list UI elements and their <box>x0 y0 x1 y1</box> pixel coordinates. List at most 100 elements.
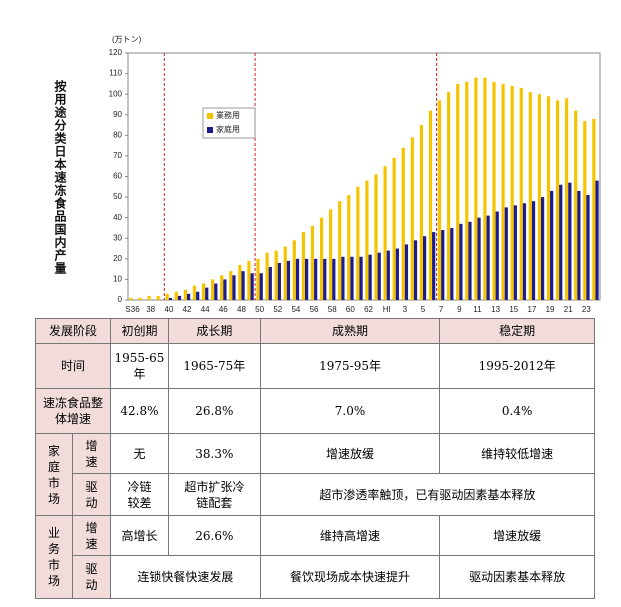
bar <box>305 258 309 300</box>
x-tick-label: 38 <box>146 305 155 314</box>
cell: 7.0% <box>259 388 441 434</box>
cell: 增速放缓 <box>439 515 595 556</box>
bar <box>323 258 327 300</box>
bar <box>404 244 409 300</box>
x-tick-label: 56 <box>310 305 319 314</box>
bar <box>274 250 278 300</box>
bar <box>386 250 390 300</box>
bar <box>250 273 254 300</box>
bar <box>447 92 451 300</box>
bar <box>383 166 387 300</box>
bar <box>265 252 269 300</box>
x-tick-label: 21 <box>564 305 573 314</box>
bar <box>546 96 551 300</box>
bar <box>156 295 160 300</box>
bar <box>474 77 478 300</box>
bar <box>332 258 336 300</box>
cell: 1995-2012年 <box>439 343 595 389</box>
cell: 无 <box>109 433 169 474</box>
bar <box>377 252 381 300</box>
cell: 维持高增速 <box>259 515 441 556</box>
bar <box>374 174 378 300</box>
cell: 冷链较差 <box>109 473 169 516</box>
bar <box>501 83 505 300</box>
bar <box>350 256 354 300</box>
bar <box>541 197 545 300</box>
header-cell: 成长期 <box>167 318 261 344</box>
x-tick-label: 17 <box>527 305 536 314</box>
bar <box>256 258 260 300</box>
bar <box>577 190 581 300</box>
bar <box>492 81 496 300</box>
bar <box>165 293 169 300</box>
bar <box>223 279 227 300</box>
bar <box>368 254 372 300</box>
cell: 1955-65年 <box>109 343 169 389</box>
bar <box>341 256 345 300</box>
y-tick-label: 50 <box>113 192 122 201</box>
x-tick-label: S36 <box>125 305 140 314</box>
header-cell: 发展阶段 <box>35 318 111 344</box>
cell: 高增长 <box>109 515 169 556</box>
y-tick-label: 70 <box>113 151 122 160</box>
x-tick-label: 11 <box>473 305 482 314</box>
bar <box>241 271 245 300</box>
y-tick-label: 10 <box>113 275 122 284</box>
bar <box>220 275 224 300</box>
bar <box>238 265 242 300</box>
bar <box>286 260 291 300</box>
bar <box>359 256 363 300</box>
bar <box>401 147 405 300</box>
x-tick-label: 7 <box>439 305 444 314</box>
row-label: 时间 <box>35 343 111 389</box>
header-cell: 成熟期 <box>259 318 441 344</box>
bar <box>419 125 423 301</box>
y-tick-label: 40 <box>113 213 122 222</box>
bar <box>310 225 315 300</box>
cell: 增速放缓 <box>259 433 441 474</box>
bar <box>504 207 508 300</box>
y-tick-label: 0 <box>118 295 123 304</box>
x-tick-label: 48 <box>237 305 246 314</box>
y-tick-label: 20 <box>113 254 122 263</box>
x-tick-label: 19 <box>546 305 555 314</box>
bar <box>510 85 514 300</box>
cell: 连锁快餐快速发展 <box>109 555 261 599</box>
x-tick-label: 42 <box>183 305 192 314</box>
cell: 驱动因素基本释放 <box>439 555 595 599</box>
bar <box>413 240 418 300</box>
y-tick-label: 120 <box>109 48 123 57</box>
bar <box>365 180 369 300</box>
bar <box>196 291 200 300</box>
bar <box>205 287 209 300</box>
bar <box>432 232 436 300</box>
bar <box>277 262 281 300</box>
y-tick-label: 100 <box>109 89 123 98</box>
bar <box>459 223 463 300</box>
y-tick-label: 60 <box>113 172 122 181</box>
bar <box>329 209 333 300</box>
bar <box>574 110 578 300</box>
x-tick-label: 62 <box>364 305 373 314</box>
bar <box>147 295 151 300</box>
x-tick-label: 40 <box>164 305 173 314</box>
bar <box>211 279 215 300</box>
row-label: 家庭市场 <box>35 433 73 516</box>
bar <box>513 205 517 300</box>
legend-label: 業務用 <box>216 110 240 120</box>
row-label: 业务市场 <box>35 515 73 599</box>
y-tick-label: 80 <box>113 130 122 139</box>
bar <box>183 289 187 300</box>
bar <box>437 100 442 300</box>
legend-swatch <box>207 113 213 119</box>
bar <box>531 201 536 300</box>
legend-swatch <box>207 127 213 133</box>
bar <box>486 215 490 300</box>
bar <box>229 271 233 300</box>
bar <box>565 98 569 301</box>
bar <box>174 291 178 300</box>
bar <box>247 260 251 300</box>
stage-table: 发展阶段 初创期 成长期 成熟期 稳定期 时间 1955-65年 1965-75… <box>35 318 596 599</box>
header-cell: 初创期 <box>109 318 169 344</box>
